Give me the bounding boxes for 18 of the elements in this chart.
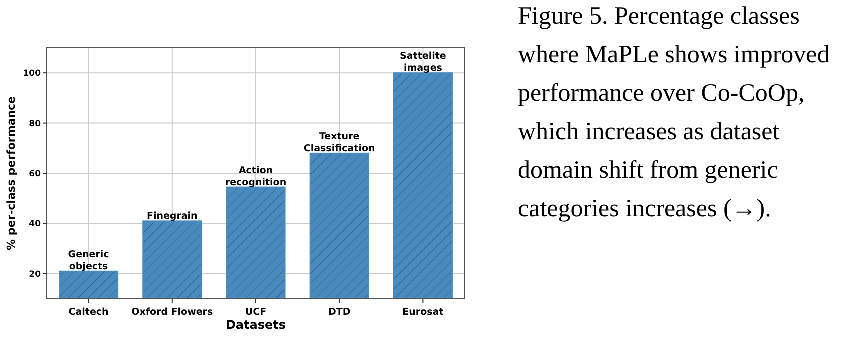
y-tick-label: 20	[29, 270, 42, 280]
y-axis-title: % per-class performance	[5, 96, 18, 251]
annotation: Finegrain	[146, 211, 198, 222]
caption: Figure 5. Percentage classes where MaPLe shows improved performance over Co-CoOp, which increases as dataset domain shift from generic categories increases (→).	[518, 3, 830, 222]
annotation: Sattelite images	[400, 51, 446, 74]
annotation: Generic objects	[68, 249, 110, 272]
x-tick-label: DTD	[328, 307, 351, 318]
annotation: Texture Classification	[304, 131, 376, 154]
x-tick-label: Eurosat	[402, 307, 444, 318]
x-tick-label: Oxford Flowers	[132, 307, 214, 318]
y-tick-label: 40	[29, 220, 42, 230]
x-axis-title: Datasets	[226, 318, 286, 332]
y-tick-label: 60	[29, 169, 42, 180]
y-tick-label: 80	[29, 119, 42, 130]
x-tick-label: UCF	[245, 307, 267, 318]
x-tick-label: Caltech	[68, 307, 110, 318]
annotation: Action recognition	[225, 165, 287, 188]
y-tick-label: 100	[23, 69, 42, 80]
